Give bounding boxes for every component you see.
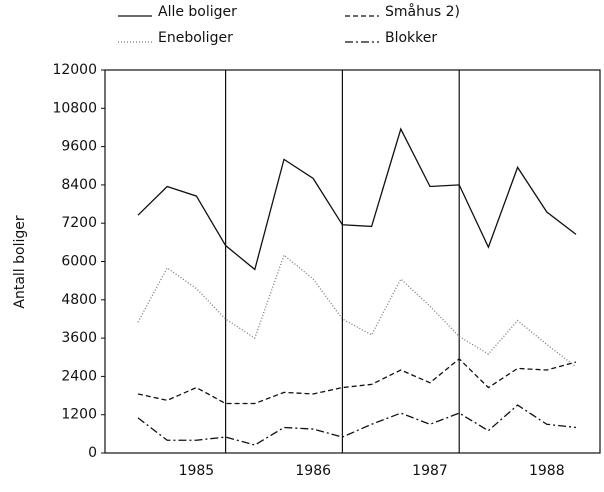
legend-label: Småhus 2) (385, 3, 460, 20)
y-tick-label: 10800 (52, 100, 97, 116)
y-tick-label: 12000 (52, 62, 97, 78)
series-line (137, 254, 577, 368)
y-tick-label: 8400 (61, 177, 97, 193)
y-tick-label: 7200 (61, 215, 97, 231)
y-tick-label: 2400 (61, 368, 97, 384)
x-tick-label: 1987 (412, 463, 448, 479)
y-tick-label: 6000 (61, 254, 97, 270)
legend-label: Eneboliger (158, 30, 233, 46)
x-tick-label: 1985 (179, 463, 215, 479)
x-tick-label: 1988 (529, 463, 565, 479)
y-tick-label: 0 (88, 445, 97, 461)
legend-label: Alle boliger (158, 4, 237, 20)
legend-label: Blokker (385, 30, 437, 46)
y-axis-label: Antall boliger (12, 215, 28, 308)
series-line (137, 357, 577, 405)
y-tick-label: 1200 (61, 407, 97, 423)
x-tick-label: 1986 (295, 463, 331, 479)
y-tick-label: 3600 (61, 330, 97, 346)
series-line (137, 404, 577, 446)
series-line (137, 127, 577, 271)
y-tick-label: 4800 (61, 292, 97, 308)
y-tick-label: 9600 (61, 139, 97, 155)
